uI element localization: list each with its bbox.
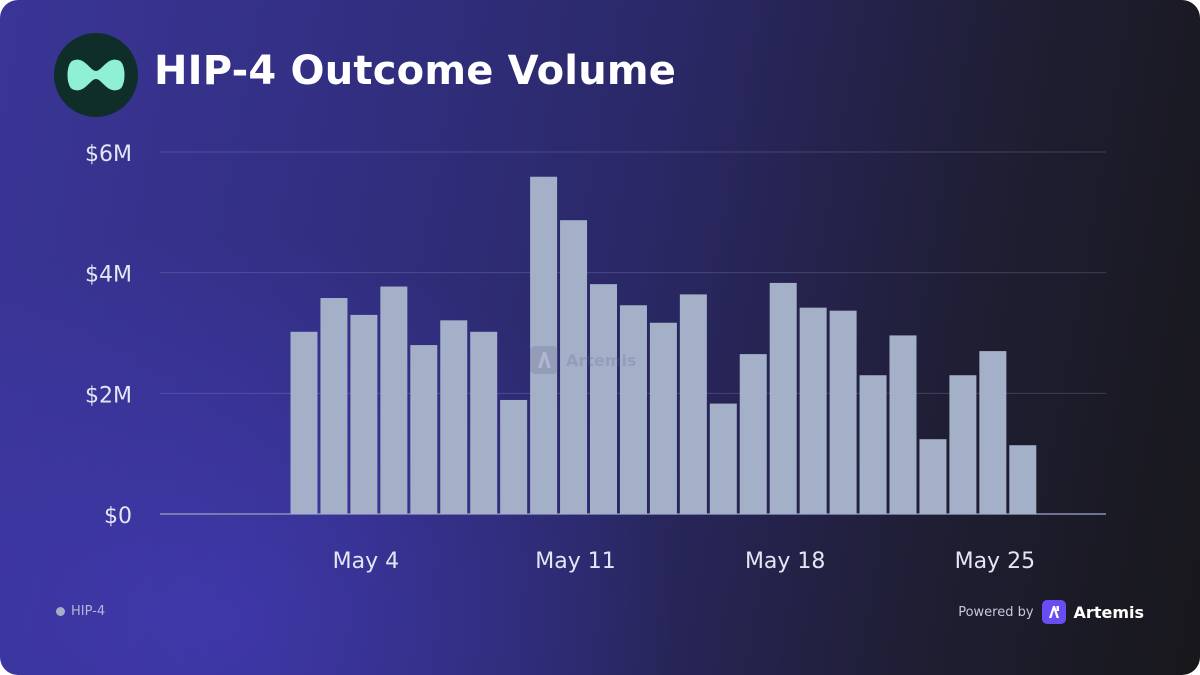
x-tick-label: May 11 [535, 549, 615, 574]
bar-may-10[interactable] [530, 176, 558, 514]
legend-label: HIP-4 [71, 604, 106, 619]
bar-may-18[interactable] [769, 282, 797, 514]
bar-may-11[interactable] [560, 220, 588, 514]
bar-may-9[interactable] [500, 399, 528, 514]
x-tick-label: May 4 [333, 549, 399, 574]
bar-may-24[interactable] [949, 375, 977, 514]
bar-may-14[interactable] [649, 322, 677, 514]
page-title: HIP-4 Outcome Volume [154, 48, 677, 94]
hyperliquid-logo-icon [54, 33, 138, 117]
y-tick-label: $2M [85, 383, 132, 408]
bar-may-19[interactable] [799, 307, 827, 514]
bar-may-17[interactable] [739, 354, 767, 514]
legend-dot [56, 607, 65, 616]
artemis-logo-icon [1041, 600, 1066, 624]
watermark: Artemis [530, 346, 636, 374]
bar-may-6[interactable] [410, 345, 438, 514]
bar-may-8[interactable] [470, 331, 498, 514]
bar-may-7[interactable] [440, 320, 468, 514]
bar-may-20[interactable] [829, 310, 857, 514]
artemis-brand: Artemis [1073, 602, 1144, 622]
y-tick-label: $4M [85, 263, 132, 288]
bar-may-23[interactable] [919, 439, 947, 514]
bar-may-16[interactable] [709, 403, 737, 514]
powered-by-text: Powered by [958, 604, 1034, 620]
bar-may-22[interactable] [889, 335, 917, 514]
watermark-text: Artemis [566, 350, 637, 370]
bar-may-13[interactable] [619, 305, 647, 514]
bar-may-3[interactable] [320, 298, 348, 514]
bar-may-5[interactable] [380, 286, 408, 514]
bar-may-2[interactable] [290, 331, 318, 514]
y-tick-label: $0 [104, 504, 132, 529]
powered-by[interactable]: Powered by Artemis [958, 600, 1144, 624]
bar-may-26[interactable] [1009, 445, 1037, 514]
bar-may-4[interactable] [350, 314, 378, 514]
x-tick-label: May 18 [745, 549, 825, 574]
bar-may-12[interactable] [590, 284, 617, 514]
legend[interactable]: HIP-4 [56, 604, 105, 619]
bar-may-25[interactable] [979, 351, 1007, 514]
y-tick-label: $6M [85, 142, 132, 167]
x-tick-label: May 25 [955, 549, 1035, 574]
bar-may-21[interactable] [859, 375, 887, 514]
artemis-watermark-icon [530, 346, 558, 374]
bar-may-15[interactable] [679, 294, 707, 514]
